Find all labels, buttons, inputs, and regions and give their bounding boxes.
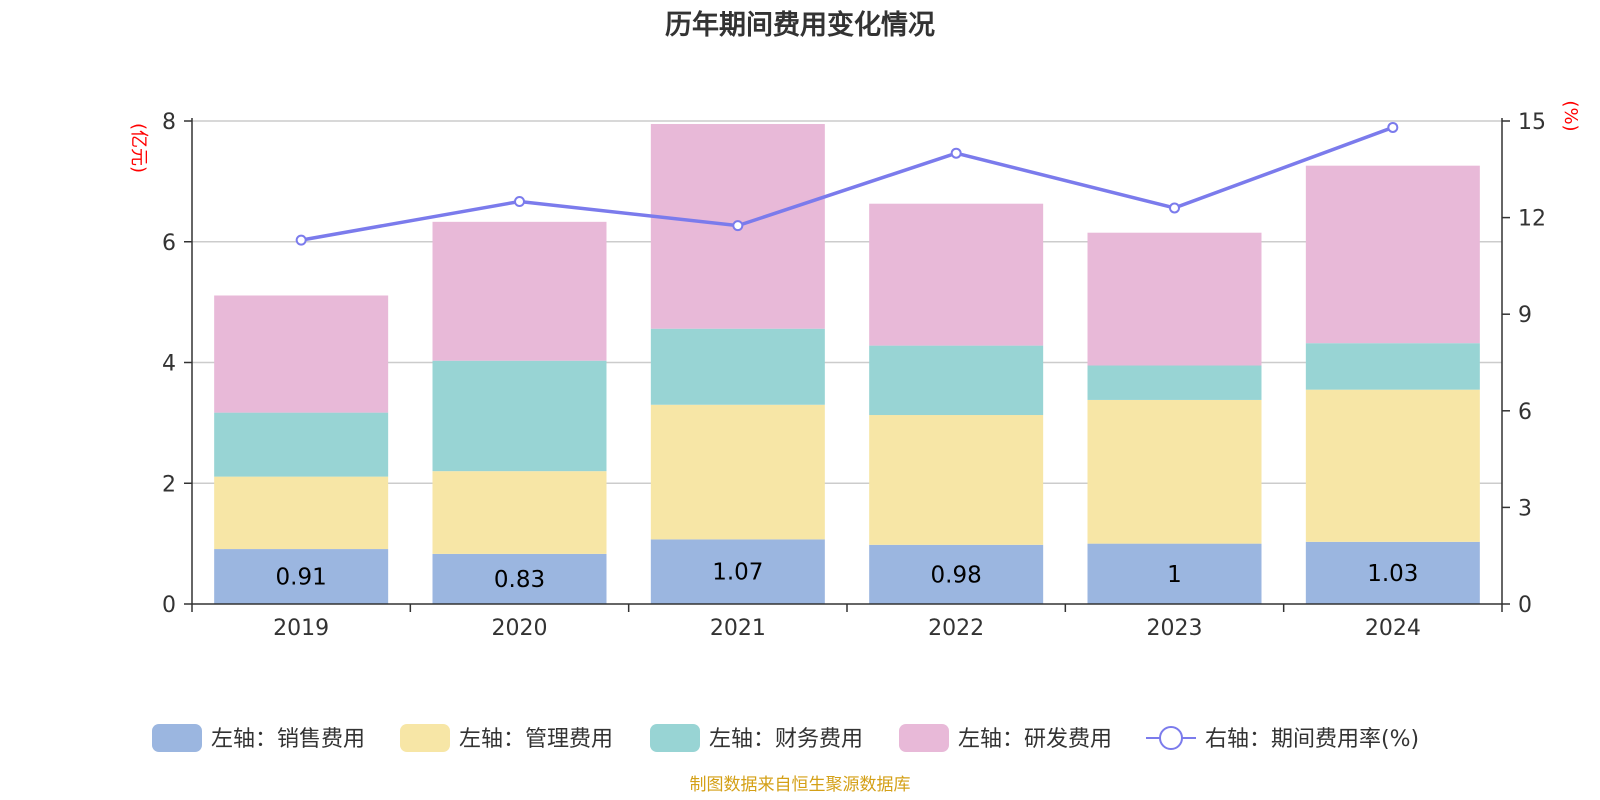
axes: 0 2 4 6 8 0 3 6 9 12 15 2019 2020 2021 2022 2023 2024	[162, 110, 1546, 641]
right-axis-tick-label: 6	[1518, 400, 1532, 425]
bar-4-2019	[214, 295, 389, 413]
bar-2-2023	[1087, 399, 1262, 544]
bar-2-2019	[214, 476, 389, 550]
chart-title: 历年期间费用变化情况	[665, 9, 935, 41]
legend-label: 左轴：研发费用	[958, 727, 1112, 752]
bar-value-label: 0.98	[931, 562, 982, 588]
rate-point	[514, 196, 525, 207]
gridlines	[192, 120, 1502, 484]
rate-line-path	[300, 125, 1394, 242]
legend-label: 左轴：管理费用	[459, 727, 613, 752]
right-axis-unit: (%)	[1560, 100, 1581, 131]
left-axis-unit: (亿元)	[128, 123, 149, 173]
legend-swatch	[400, 724, 450, 752]
rate-line	[295, 121, 1399, 246]
right-axis-tick-label: 3	[1518, 496, 1532, 521]
bar-1-2019	[214, 549, 389, 604]
legend-swatch-circle	[1159, 726, 1183, 750]
bar-value-label: 1.07	[712, 560, 763, 586]
bar-2-2021	[650, 404, 825, 540]
right-axis-tick-label: 15	[1518, 110, 1546, 135]
bar-4-2022	[869, 203, 1044, 346]
bar-3-2021	[650, 328, 825, 405]
bar-value-label: 0.91	[276, 565, 327, 591]
bar-value-label: 1	[1167, 562, 1182, 588]
x-axis-tick-label: 2021	[710, 616, 766, 641]
x-axis-tick-label: 2019	[273, 616, 329, 641]
right-axis-tick-label: 9	[1518, 303, 1532, 328]
legend-label: 左轴：销售费用	[211, 727, 365, 752]
x-axis-tick-label: 2024	[1365, 616, 1421, 641]
legend-swatch	[152, 724, 202, 752]
legend-label: 左轴：财务费用	[709, 727, 863, 752]
legend-swatch	[899, 724, 949, 752]
legend-label: 右轴：期间费用率(%)	[1205, 727, 1419, 752]
rate-point	[295, 234, 307, 246]
right-axis-tick-label: 0	[1518, 593, 1532, 618]
bar-3-2020	[432, 360, 607, 472]
left-axis-tick-label: 2	[162, 472, 176, 497]
bar-2-2024	[1305, 389, 1480, 542]
rate-point	[1169, 202, 1180, 214]
bar-3-2022	[869, 345, 1044, 416]
bar-3-2023	[1087, 365, 1262, 400]
bar-2-2022	[869, 415, 1044, 545]
bar-1-2022	[869, 544, 1044, 604]
bar-1-2021	[650, 539, 825, 604]
bar-1-2020	[432, 553, 607, 604]
rate-point	[950, 147, 962, 159]
bar-3-2024	[1305, 343, 1480, 390]
right-axis-tick-label: 12	[1518, 207, 1546, 232]
legend-swatch	[650, 724, 700, 752]
bar-3-2019	[214, 412, 389, 477]
x-axis-tick-label: 2023	[1147, 616, 1203, 641]
left-axis-tick-label: 8	[162, 110, 176, 135]
bar-value-label: 0.83	[494, 567, 545, 593]
bar-2-2020	[432, 471, 607, 554]
legend: 左轴：销售费用 左轴：管理费用 左轴：财务费用 左轴：研发费用 右轴：期间费用率(%)	[152, 724, 1419, 752]
bar-1-2023	[1087, 543, 1262, 604]
bar-4-2024	[1305, 165, 1480, 344]
x-axis-tick-label: 2020	[492, 616, 548, 641]
bar-4-2023	[1087, 232, 1262, 366]
left-axis-tick-label: 4	[162, 352, 176, 377]
bar-labels: 0.91 0.83 1.07 0.98 1 1.03	[276, 560, 1419, 593]
bar-1-2024	[1305, 541, 1480, 604]
left-axis-tick-label: 6	[162, 231, 176, 256]
bars	[214, 124, 1480, 604]
bar-value-label: 1.03	[1367, 561, 1418, 587]
rate-point	[1387, 121, 1399, 133]
data-source-note: 制图数据来自恒生聚源数据库	[690, 775, 911, 795]
rate-point	[732, 220, 744, 232]
left-axis-tick-label: 0	[162, 593, 176, 618]
x-axis-tick-label: 2022	[928, 616, 984, 641]
bar-4-2020	[432, 221, 607, 361]
